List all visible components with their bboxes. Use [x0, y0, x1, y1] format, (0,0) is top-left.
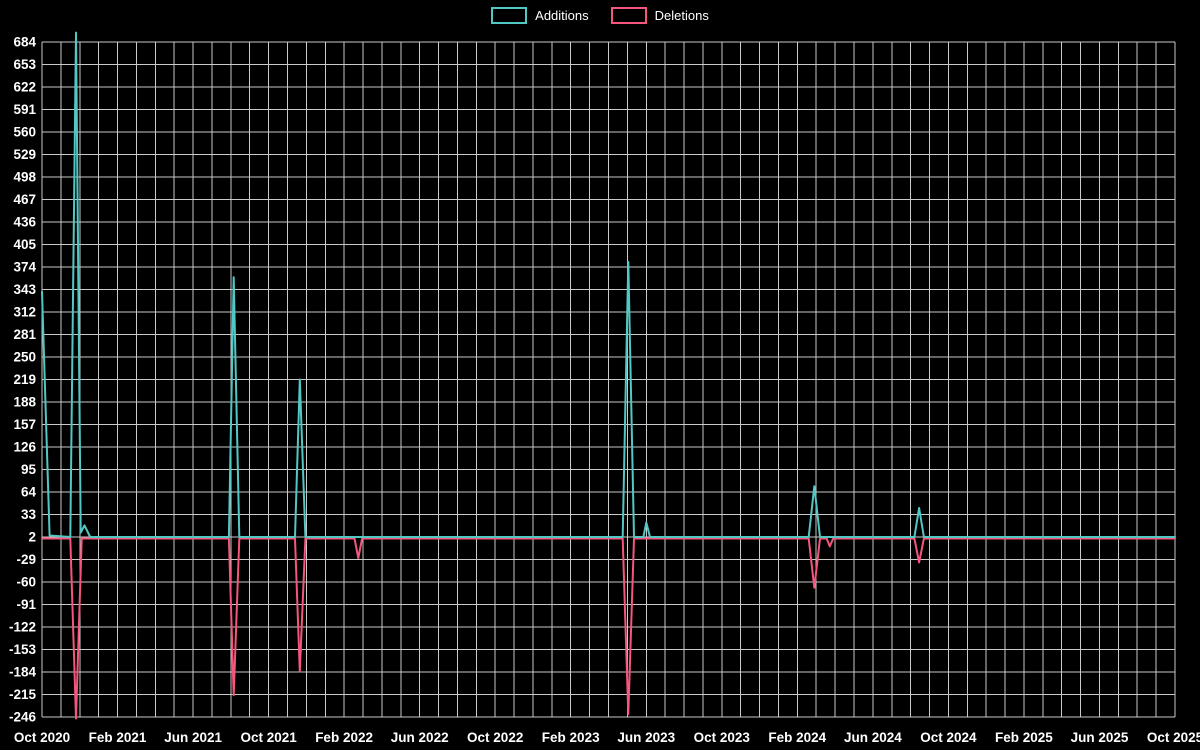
y-axis-tick-label: -215 [9, 687, 37, 702]
y-axis-tick-label: 343 [13, 282, 36, 297]
y-axis-tick-label: 467 [13, 192, 36, 207]
y-axis-tick-label: -29 [16, 552, 36, 567]
y-axis-tick-label: 95 [21, 462, 37, 477]
x-axis-tick-label: Oct 2025 [1147, 730, 1200, 745]
y-axis-tick-label: 188 [13, 395, 36, 410]
x-axis-tick-label: Oct 2021 [240, 730, 297, 745]
legend-label-deletions: Deletions [654, 8, 709, 23]
x-axis-tick-label: Jun 2023 [617, 730, 675, 745]
y-axis-tick-label: 126 [13, 440, 36, 455]
x-axis-tick-label: Feb 2024 [768, 730, 826, 745]
y-axis-tick-label: -60 [16, 575, 36, 590]
y-axis-tick-label: 684 [13, 35, 36, 50]
y-axis-tick-label: -153 [9, 642, 37, 657]
y-axis-tick-label: 529 [13, 147, 36, 162]
y-axis-tick-label: 622 [13, 80, 36, 95]
legend-label-additions: Additions [535, 8, 589, 23]
x-axis-tick-label: Jun 2021 [164, 730, 222, 745]
y-axis-tick-label: 653 [13, 57, 36, 72]
y-axis-tick-label: 312 [13, 305, 36, 320]
y-axis-tick-label: -122 [9, 620, 36, 635]
y-axis-tick-label: 436 [13, 215, 36, 230]
x-axis-tick-label: Feb 2023 [542, 730, 600, 745]
y-axis-tick-label: 405 [13, 237, 36, 252]
y-axis-tick-label: 157 [13, 417, 36, 432]
y-axis-tick-label: 591 [13, 102, 36, 117]
y-axis-tick-label: -246 [9, 710, 37, 725]
series-line-additions [41, 31, 1176, 538]
legend-item-additions[interactable]: Additions [491, 7, 589, 24]
additions-swatch [491, 7, 528, 24]
y-axis-tick-label: 281 [13, 327, 36, 342]
y-axis-tick-label: 498 [13, 170, 36, 185]
legend-item-deletions[interactable]: Deletions [610, 7, 709, 24]
y-axis-tick-label: -184 [9, 665, 37, 680]
x-axis-tick-label: Oct 2022 [467, 730, 523, 745]
y-axis-tick-label: 219 [13, 372, 36, 387]
x-axis-tick-label: Feb 2022 [315, 730, 373, 745]
x-axis-tick-label: Oct 2023 [694, 730, 751, 745]
y-axis-tick-label: -91 [16, 597, 36, 612]
chart-legend: Additions Deletions [0, 7, 1200, 24]
y-axis-tick-label: 374 [13, 260, 36, 275]
series-line-deletions [41, 537, 1176, 720]
x-axis-tick-label: Feb 2025 [995, 730, 1053, 745]
y-axis-tick-label: 560 [13, 125, 36, 140]
y-axis-tick-label: 2 [28, 530, 36, 545]
y-axis-tick-label: 250 [13, 350, 36, 365]
x-axis-tick-label: Feb 2021 [89, 730, 147, 745]
x-axis-tick-label: Jun 2024 [844, 730, 902, 745]
x-axis-tick-label: Jun 2025 [1071, 730, 1129, 745]
y-axis-tick-label: 33 [21, 507, 37, 522]
deletions-swatch [610, 7, 647, 24]
x-axis-tick-label: Oct 2024 [920, 730, 977, 745]
x-axis-tick-label: Jun 2022 [391, 730, 449, 745]
x-axis-tick-label: Oct 2020 [14, 730, 70, 745]
y-axis-tick-label: 64 [21, 485, 37, 500]
